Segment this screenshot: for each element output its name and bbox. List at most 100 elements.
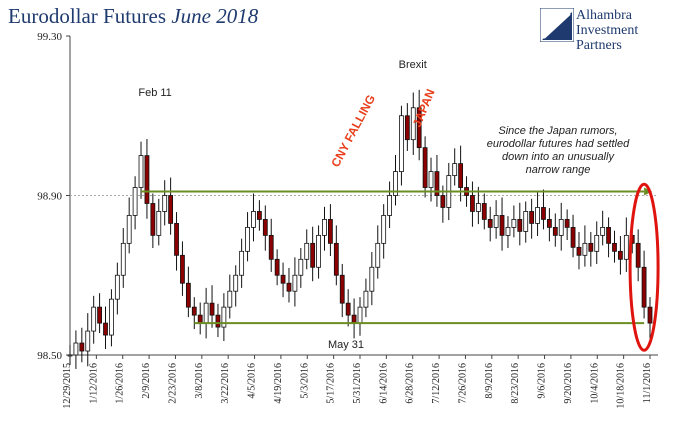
annotation-cny-falling: CNY FALLING	[328, 92, 378, 169]
y-tick-label: 98.50	[37, 350, 62, 362]
candle-body	[162, 195, 168, 212]
candle-body	[600, 226, 606, 236]
highlight-ellipse	[628, 182, 660, 352]
candle-body	[576, 246, 582, 256]
candle-body	[499, 215, 505, 236]
candle-body	[404, 115, 410, 141]
x-tick-label: 6/28/2016	[405, 363, 416, 404]
candle-body	[73, 342, 79, 356]
candle-body	[541, 207, 546, 220]
candle-body	[333, 242, 339, 276]
candle-body	[612, 242, 617, 252]
candle-body	[458, 163, 464, 188]
candle-body	[618, 250, 623, 260]
candle-body	[310, 242, 316, 268]
candle-body	[606, 226, 611, 244]
annotation-feb11: Feb 11	[138, 87, 171, 99]
logo-line1: Alhambra	[576, 8, 632, 23]
annotation-note-line: eurodollar futures had settled	[487, 138, 630, 150]
candle-body	[399, 115, 404, 172]
candle-body	[328, 219, 333, 244]
candle-body	[381, 215, 387, 244]
candle-body	[233, 274, 239, 292]
candle-body	[227, 290, 233, 308]
candle-body	[251, 211, 256, 228]
candle-body	[67, 354, 73, 357]
candle-body	[369, 266, 375, 292]
candle-body	[623, 234, 629, 260]
candle-body	[298, 258, 304, 276]
candle-body	[635, 242, 641, 268]
candle-body	[416, 107, 422, 149]
candle-body	[647, 306, 653, 324]
candle-body	[564, 219, 570, 228]
x-tick-label: 5/3/2016	[299, 363, 310, 399]
x-tick-label: 4/19/2016	[273, 363, 284, 404]
company-logo: Alhambra Investment Partners	[539, 7, 699, 68]
candle-body	[529, 211, 535, 224]
candle-body	[511, 219, 517, 228]
candle-body	[138, 155, 144, 188]
candle-body	[387, 195, 392, 216]
candle-body	[351, 314, 357, 324]
candle-body	[535, 207, 540, 224]
candle-body	[594, 234, 600, 252]
candle-body	[322, 219, 327, 236]
candle-body	[552, 226, 558, 236]
x-tick-label: 6/14/2016	[378, 363, 389, 404]
candle-body	[245, 226, 250, 252]
candle-body	[475, 203, 481, 212]
candle-body	[191, 306, 197, 316]
candle-body	[517, 219, 523, 232]
x-tick-label: 1/12/2016	[88, 363, 99, 404]
range-arrowhead	[644, 187, 653, 196]
candle-body	[357, 306, 363, 324]
candle-body	[493, 215, 499, 228]
candle-body	[79, 342, 85, 352]
candle-body	[588, 242, 594, 252]
annotation-note: Since the Japan rumors, eurodollar future…	[487, 125, 630, 176]
annotation-note-line: narrow range	[526, 164, 591, 176]
candle-body	[215, 314, 221, 328]
candle-body	[470, 195, 475, 212]
y-tick-label: 98.90	[37, 191, 62, 203]
logo-line2: Investment	[576, 23, 639, 38]
candle-body	[239, 250, 245, 276]
candle-body	[103, 322, 108, 336]
candle-body	[582, 242, 588, 256]
candle-body	[304, 242, 310, 260]
candle-body	[363, 290, 369, 308]
candle-body	[262, 219, 268, 236]
y-tick-label: 99.30	[37, 31, 62, 43]
x-tick-label: 12/29/2015	[62, 363, 73, 409]
logo-line3: Partners	[576, 38, 622, 53]
candle-body	[91, 306, 97, 332]
candle-body	[150, 203, 156, 236]
candle-body	[97, 306, 102, 324]
candle-body	[546, 219, 552, 228]
candle-body	[316, 234, 321, 268]
candle-body	[185, 282, 191, 308]
chart-title: Eurodollar Futures June 2018	[8, 4, 258, 29]
x-tick-label: 10/18/2016	[616, 363, 627, 409]
candle-body	[434, 171, 440, 196]
candle-body	[144, 155, 150, 204]
x-tick-label: 2/9/2016	[141, 363, 152, 399]
candle-body	[174, 223, 179, 256]
x-tick-label: 8/23/2016	[510, 363, 521, 404]
annotation-brexit: Brexit	[399, 59, 427, 71]
x-tick-label: 3/22/2016	[220, 363, 231, 404]
candle-body	[221, 306, 227, 328]
candle-body	[156, 211, 162, 236]
candle-body	[440, 195, 446, 208]
x-tick-label: 7/12/2016	[431, 363, 442, 404]
candle-body	[505, 226, 511, 236]
x-tick-label: 3/8/2016	[194, 363, 205, 399]
x-tick-label: 1/26/2016	[115, 363, 126, 404]
candle-body	[109, 298, 114, 336]
candle-body	[428, 171, 434, 188]
candle-body	[570, 226, 576, 248]
candle-body	[132, 187, 138, 216]
candle-body	[256, 211, 262, 220]
